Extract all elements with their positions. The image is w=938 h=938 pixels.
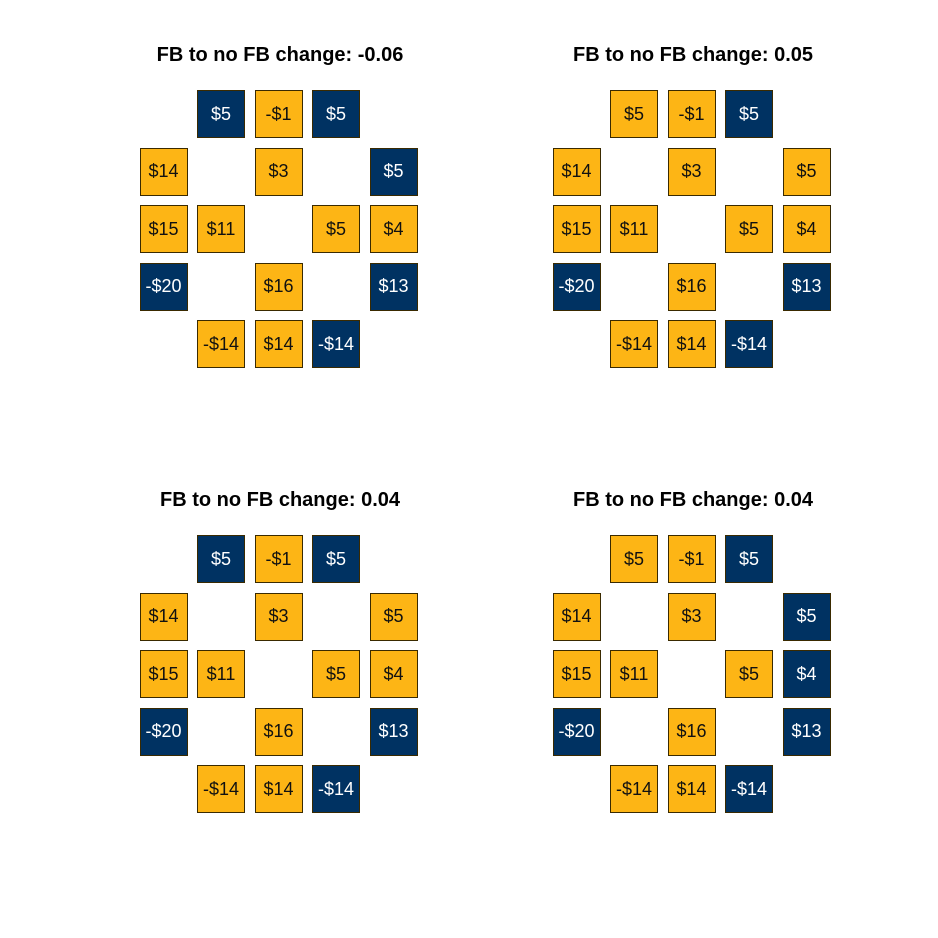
panel-top-right: FB to no FB change: 0.05 $5 -$1 $5 $14 $3 $5 $… xyxy=(543,40,843,368)
tile: $16 xyxy=(254,262,303,311)
panel-title: FB to no FB change: 0.04 xyxy=(159,489,401,511)
tile: $4 xyxy=(782,650,831,698)
panel-top-left: FB to no FB change: -0.06 $5 -$1 $5 $14 $3 $5… xyxy=(130,40,430,368)
tile: $14 xyxy=(552,592,601,641)
tile: $14 xyxy=(667,765,716,813)
tile: -$20 xyxy=(139,707,188,756)
tile: -$14 xyxy=(312,765,360,813)
tile: $15 xyxy=(552,205,601,253)
tile: $5 xyxy=(312,205,360,253)
tile: $14 xyxy=(254,320,303,368)
tile: -$14 xyxy=(610,765,658,813)
panel-title: FB to no FB change: 0.04 xyxy=(572,489,814,511)
tile: -$20 xyxy=(552,262,601,311)
tile: $11 xyxy=(197,650,245,698)
tile: -$20 xyxy=(552,707,601,756)
tile: -$14 xyxy=(312,320,360,368)
tile: $16 xyxy=(667,707,716,756)
tile: $5 xyxy=(782,147,831,196)
tile: $5 xyxy=(782,592,831,641)
tile: $5 xyxy=(312,650,360,698)
tile: $14 xyxy=(667,320,716,368)
tile: $13 xyxy=(369,262,418,311)
tile: $5 xyxy=(610,535,658,583)
tile: $5 xyxy=(197,535,245,583)
tile: -$14 xyxy=(197,765,245,813)
panel-title: FB to no FB change: -0.06 xyxy=(156,44,404,66)
tile: $5 xyxy=(369,147,418,196)
tile: $14 xyxy=(254,765,303,813)
tile: $14 xyxy=(552,147,601,196)
tile: -$1 xyxy=(254,90,303,138)
tile: $4 xyxy=(369,650,418,698)
tile: -$14 xyxy=(725,765,773,813)
tile: $11 xyxy=(610,650,658,698)
tile: -$20 xyxy=(139,262,188,311)
tile: $5 xyxy=(610,90,658,138)
tile: $4 xyxy=(369,205,418,253)
tile: $5 xyxy=(197,90,245,138)
tile: $13 xyxy=(782,262,831,311)
tile: $13 xyxy=(782,707,831,756)
tile: -$14 xyxy=(610,320,658,368)
tile: $5 xyxy=(725,650,773,698)
panel-title: FB to no FB change: 0.05 xyxy=(572,44,814,66)
tile: $5 xyxy=(725,90,773,138)
tile: $5 xyxy=(369,592,418,641)
tile: $15 xyxy=(139,650,188,698)
tile: $16 xyxy=(667,262,716,311)
tile: $15 xyxy=(139,205,188,253)
tile: $5 xyxy=(312,535,360,583)
panel-bottom-left: FB to no FB change: 0.04 $5 -$1 $5 $14 $3 $5 $… xyxy=(130,485,430,813)
tile: $3 xyxy=(667,592,716,641)
tile: -$14 xyxy=(197,320,245,368)
tile: $16 xyxy=(254,707,303,756)
tile: $5 xyxy=(725,535,773,583)
tile: $14 xyxy=(139,147,188,196)
panel-bottom-right: FB to no FB change: 0.04 $5 -$1 $5 $14 $3 $5 $… xyxy=(543,485,843,813)
tile: $13 xyxy=(369,707,418,756)
tile: -$1 xyxy=(667,535,716,583)
tile: $4 xyxy=(782,205,831,253)
tile: $11 xyxy=(197,205,245,253)
tile: $14 xyxy=(139,592,188,641)
tile: $3 xyxy=(667,147,716,196)
tile: $3 xyxy=(254,147,303,196)
tile: $5 xyxy=(312,90,360,138)
tile: $11 xyxy=(610,205,658,253)
tile: $5 xyxy=(725,205,773,253)
tile: $3 xyxy=(254,592,303,641)
tile: $15 xyxy=(552,650,601,698)
tile: -$1 xyxy=(254,535,303,583)
tile: -$1 xyxy=(667,90,716,138)
tile: -$14 xyxy=(725,320,773,368)
